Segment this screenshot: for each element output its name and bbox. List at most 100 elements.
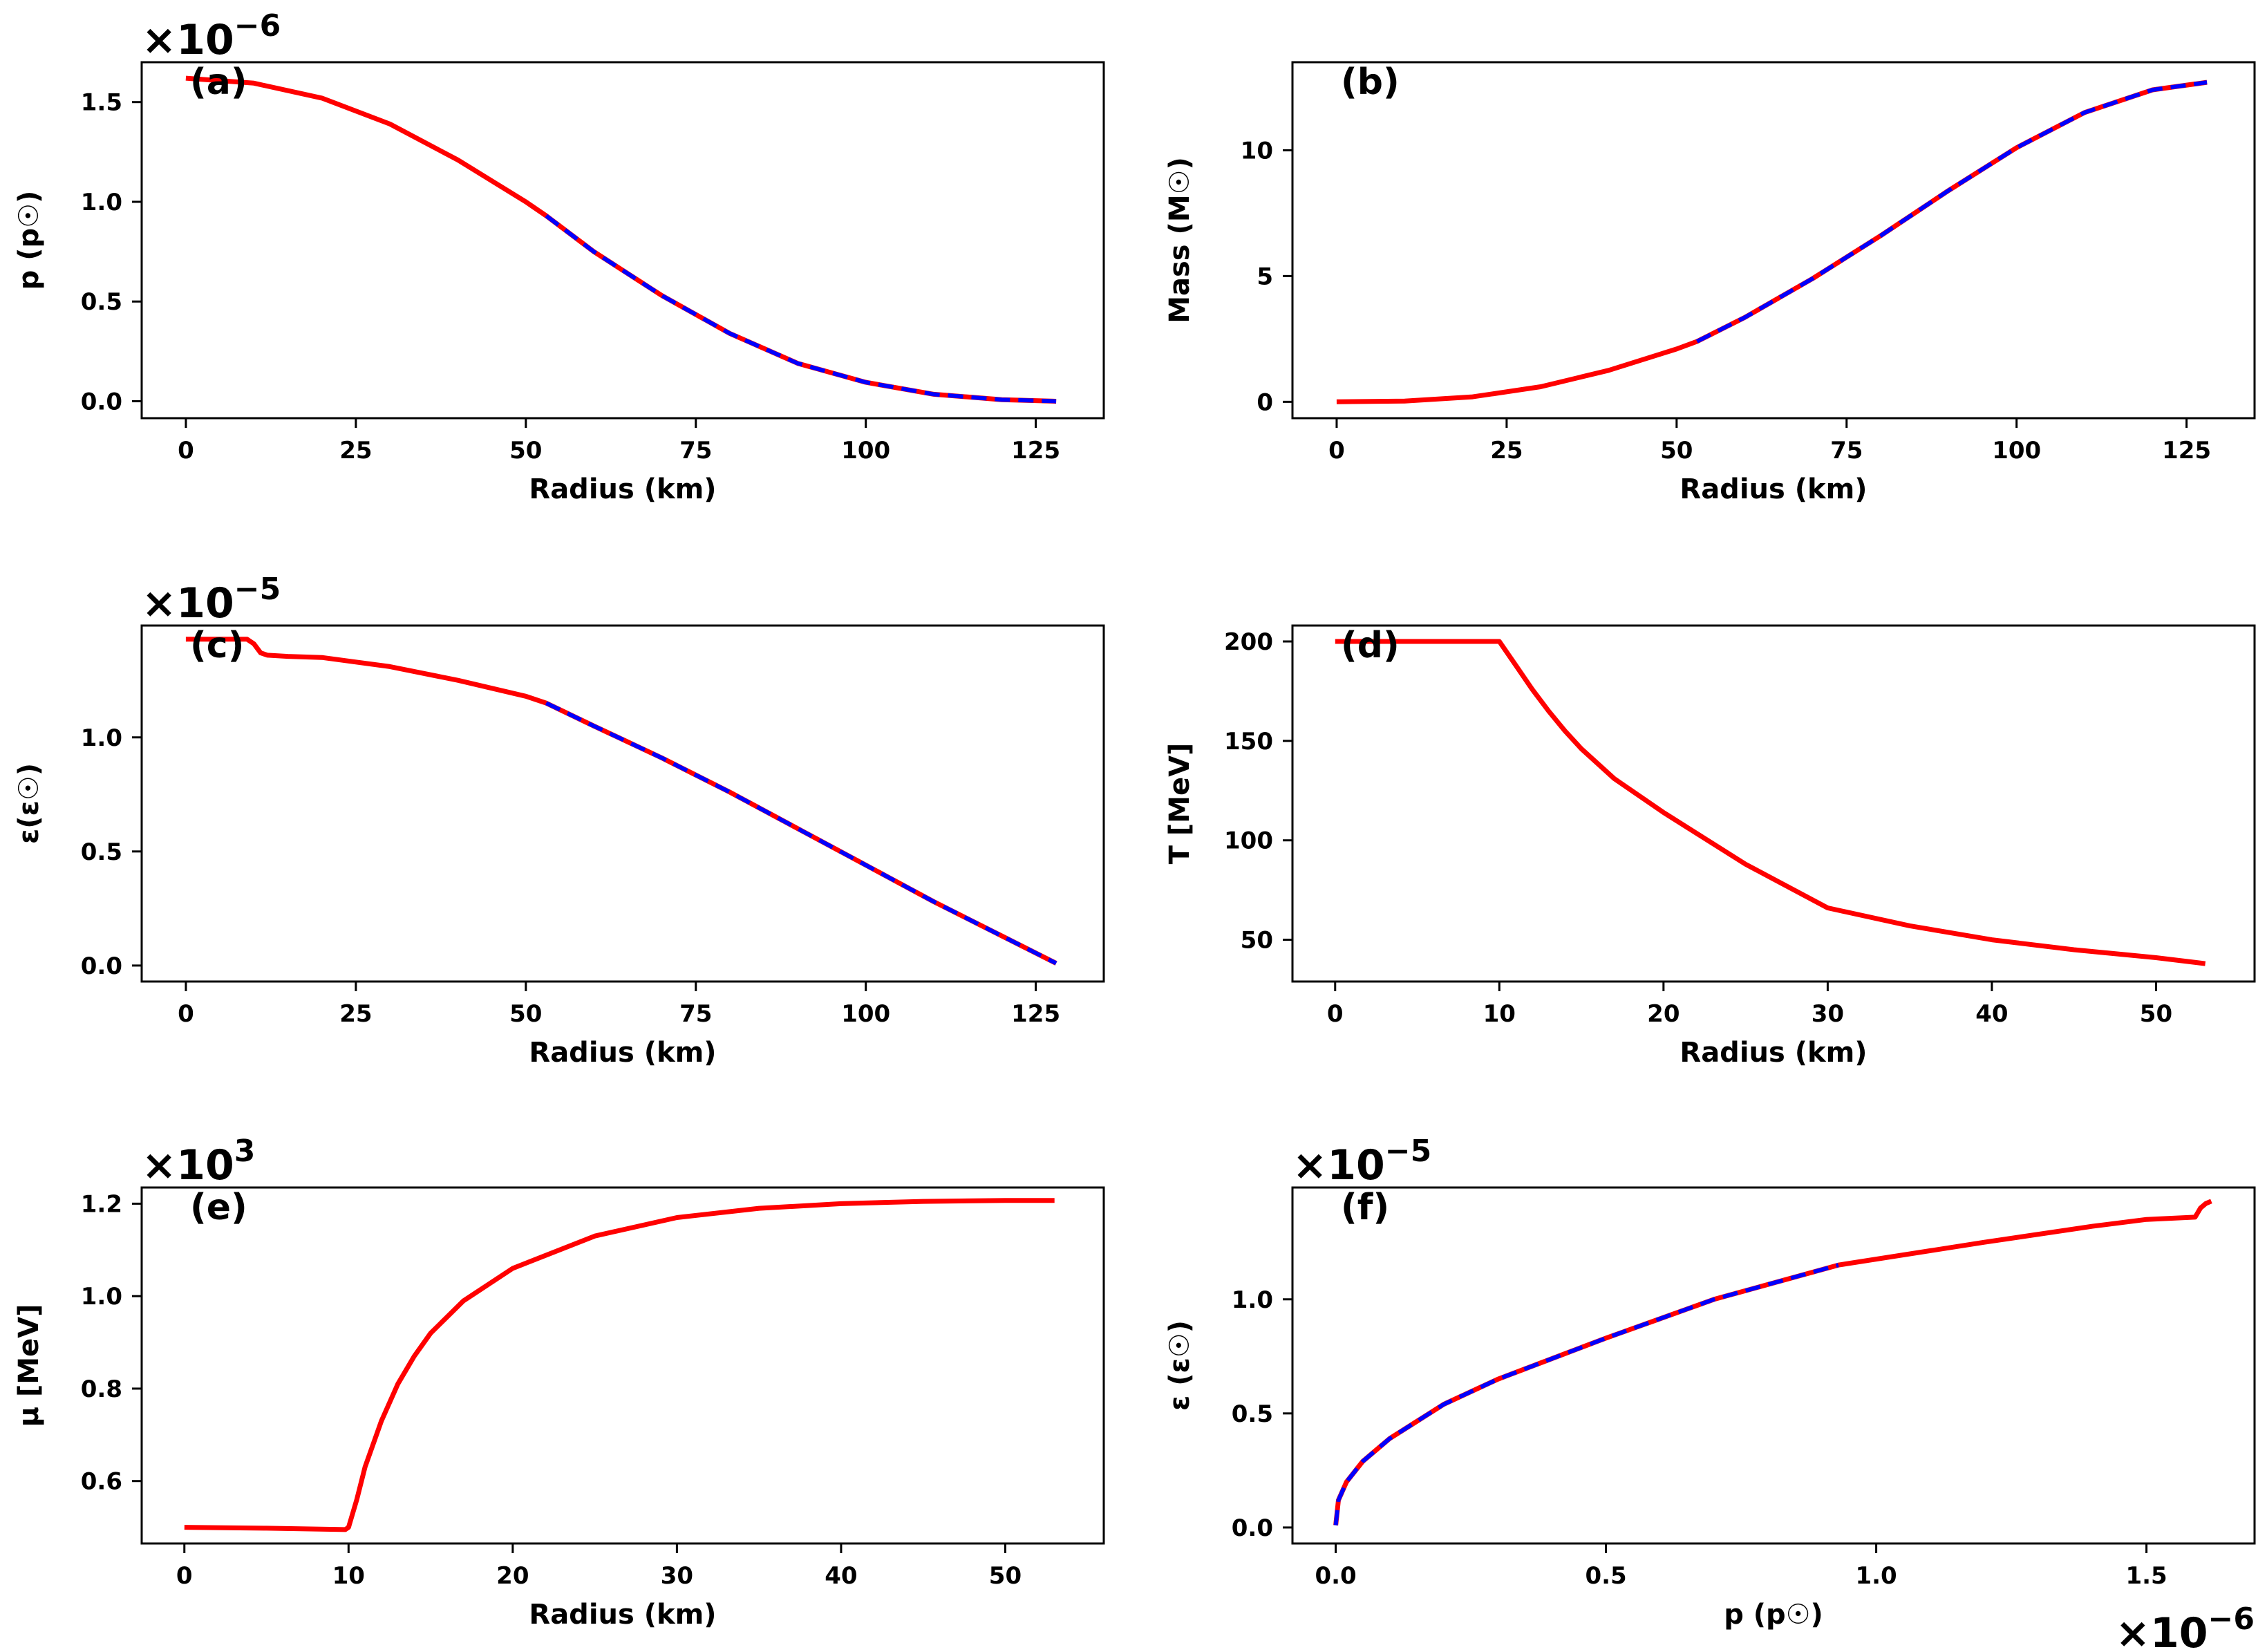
x-tick-label: 75 xyxy=(679,1000,712,1028)
x-tick-label: 0.0 xyxy=(1315,1562,1356,1590)
offset-exponent: −5 xyxy=(1385,1134,1431,1169)
axes-frame xyxy=(1291,624,2256,983)
y-axis-label: p (p☉) xyxy=(13,191,45,290)
x-axis-label: Radius (km) xyxy=(1680,473,1867,505)
y-tick-label: 100 xyxy=(1224,827,1273,855)
y-axis-label: T [MeV] xyxy=(1164,743,1196,865)
y-tick-label: 1.0 xyxy=(81,189,122,216)
x-tick-label: 0 xyxy=(178,437,194,464)
x-axis-label: Radius (km) xyxy=(529,473,716,505)
x-offset-text: ×10−6 xyxy=(2116,1602,2255,1652)
x-tick-label: 75 xyxy=(1830,437,1863,464)
y-tick-label: 0 xyxy=(1257,388,1273,416)
y-tick-label: 1.0 xyxy=(1232,1286,1273,1314)
panel-label: (a) xyxy=(190,62,247,103)
x-axis-label: p (p☉) xyxy=(1724,1599,1823,1631)
x-tick-label: 1.5 xyxy=(2125,1562,2167,1590)
axes-frame xyxy=(140,61,1105,420)
x-tick-label: 125 xyxy=(1011,1000,1060,1028)
panel-e: 0 10 20 30 40 50 0.6 0.8 1.0 1.2 Radius (km) μ [MeV… xyxy=(13,1134,1105,1631)
y-tick-label: 1.2 xyxy=(81,1190,122,1218)
series-line-c-dashed xyxy=(545,701,1057,966)
series-line-a-dashed xyxy=(545,214,1057,404)
series-line-b-dashed xyxy=(1695,80,2208,344)
panel-label: (c) xyxy=(190,625,244,666)
y-tick-label: 150 xyxy=(1224,728,1273,755)
x-tick-label: 0 xyxy=(176,1562,193,1590)
x-tick-label: 10 xyxy=(1483,1000,1516,1028)
panel-label: (f) xyxy=(1341,1187,1389,1228)
x-tick-label: 10 xyxy=(332,1562,365,1590)
x-tick-label: 30 xyxy=(661,1562,693,1590)
y-tick-label: 0.6 xyxy=(81,1468,122,1496)
axes-frame xyxy=(1291,61,2256,420)
x-tick-label: 100 xyxy=(1992,437,2041,464)
y-offset-text: ×10−6 xyxy=(142,8,281,64)
panel-d: 0 10 20 30 40 50 50 100 150 200 Radius (km) T [MeV]… xyxy=(1164,624,2256,1069)
x-tick-label: 40 xyxy=(1975,1000,2008,1028)
offset-base: ×10 xyxy=(142,579,234,628)
axes-frame xyxy=(140,1186,1105,1545)
panel-f: 0.0 0.5 1.0 1.50.00.51.0p (p☉)ε (ε☉)(f)×10−… xyxy=(1164,1134,2256,1652)
y-tick-label: 50 xyxy=(1241,927,1273,955)
y-tick-label: 10 xyxy=(1241,137,1273,165)
axes-frame xyxy=(140,624,1105,983)
x-tick-label: 50 xyxy=(509,437,542,464)
series-line-e-solid xyxy=(184,1198,1055,1532)
offset-base: ×10 xyxy=(2116,1609,2208,1652)
y-tick-label: 5 xyxy=(1257,263,1273,290)
offset-exponent: −6 xyxy=(234,8,281,44)
y-tick-label: 0.0 xyxy=(81,388,122,415)
x-tick-label: 50 xyxy=(989,1562,1022,1590)
x-tick-label: 125 xyxy=(1011,437,1060,464)
series-line-f-solid xyxy=(1333,1199,2212,1526)
series-line-f-dashed xyxy=(1333,1263,1839,1526)
series-line-a-solid xyxy=(185,75,1057,404)
y-tick-label: 1.0 xyxy=(81,1283,122,1311)
x-tick-label: 20 xyxy=(1647,1000,1680,1028)
y-tick-label: 0.5 xyxy=(81,288,122,316)
panel-b: 0 25 50 75 100 125 0 5 10 Radius (km) Mass (M☉) (b) xyxy=(1164,61,2256,505)
y-tick-label: 0.5 xyxy=(81,838,122,866)
x-tick-label: 50 xyxy=(1660,437,1693,464)
offset-exponent: −5 xyxy=(234,572,281,607)
y-axis-label: μ [MeV] xyxy=(13,1304,45,1427)
offset-base: ×10 xyxy=(1292,1141,1385,1190)
offset-exponent: 3 xyxy=(234,1134,256,1169)
x-tick-label: 0 xyxy=(1328,437,1345,464)
series-line-b-solid xyxy=(1336,79,2208,404)
y-offset-text: ×10−5 xyxy=(142,572,281,628)
y-axis-label: Mass (M☉) xyxy=(1164,157,1196,323)
x-tick-label: 25 xyxy=(1490,437,1523,464)
panel-label: (e) xyxy=(190,1187,247,1228)
y-tick-label: 0.0 xyxy=(81,952,122,980)
axes-frame xyxy=(1291,1186,2256,1545)
x-tick-label: 0 xyxy=(178,1000,194,1028)
x-axis-label: Radius (km) xyxy=(529,1599,716,1631)
x-tick-label: 1.0 xyxy=(1855,1562,1897,1590)
x-tick-label: 50 xyxy=(2140,1000,2172,1028)
x-tick-label: 100 xyxy=(841,1000,890,1028)
x-tick-label: 30 xyxy=(1812,1000,1844,1028)
y-offset-text: ×10−5 xyxy=(1292,1134,1431,1190)
y-tick-label: 0.8 xyxy=(81,1376,122,1403)
y-axis-label: ε(ε☉) xyxy=(13,763,45,844)
offset-exponent: −6 xyxy=(2208,1602,2255,1637)
x-tick-label: 125 xyxy=(2162,437,2211,464)
x-tick-label: 100 xyxy=(841,437,890,464)
y-tick-label: 0.5 xyxy=(1232,1400,1273,1428)
panel-c: 0 25 50 75 100 125 0.0 0.5 1.0 Radius (km) ε(ε☉) (c… xyxy=(13,572,1105,1069)
y-tick-label: 1.5 xyxy=(81,89,122,117)
panel-label: (b) xyxy=(1341,62,1400,103)
series-line-c-solid xyxy=(185,637,1057,966)
y-axis-label: ε (ε☉) xyxy=(1164,1320,1196,1411)
offset-base: ×10 xyxy=(142,1141,234,1190)
x-axis-label: Radius (km) xyxy=(1680,1037,1867,1069)
x-axis-label: Radius (km) xyxy=(529,1037,716,1069)
x-tick-label: 75 xyxy=(679,437,712,464)
panel-label: (d) xyxy=(1341,625,1400,666)
y-offset-text: ×103 xyxy=(142,1134,255,1190)
series-line-d-solid xyxy=(1335,639,2206,966)
x-tick-label: 50 xyxy=(509,1000,542,1028)
